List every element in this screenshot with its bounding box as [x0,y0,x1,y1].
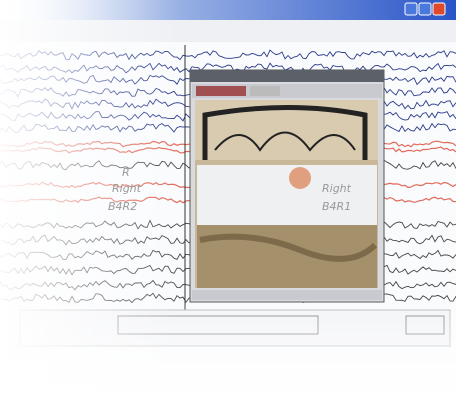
channel-label: B4R2 [108,200,137,213]
channel-label: Right [322,182,352,195]
channel-label: B4R1 [322,200,351,213]
channel-label: Right [112,182,142,195]
channel-label: R [122,166,130,179]
